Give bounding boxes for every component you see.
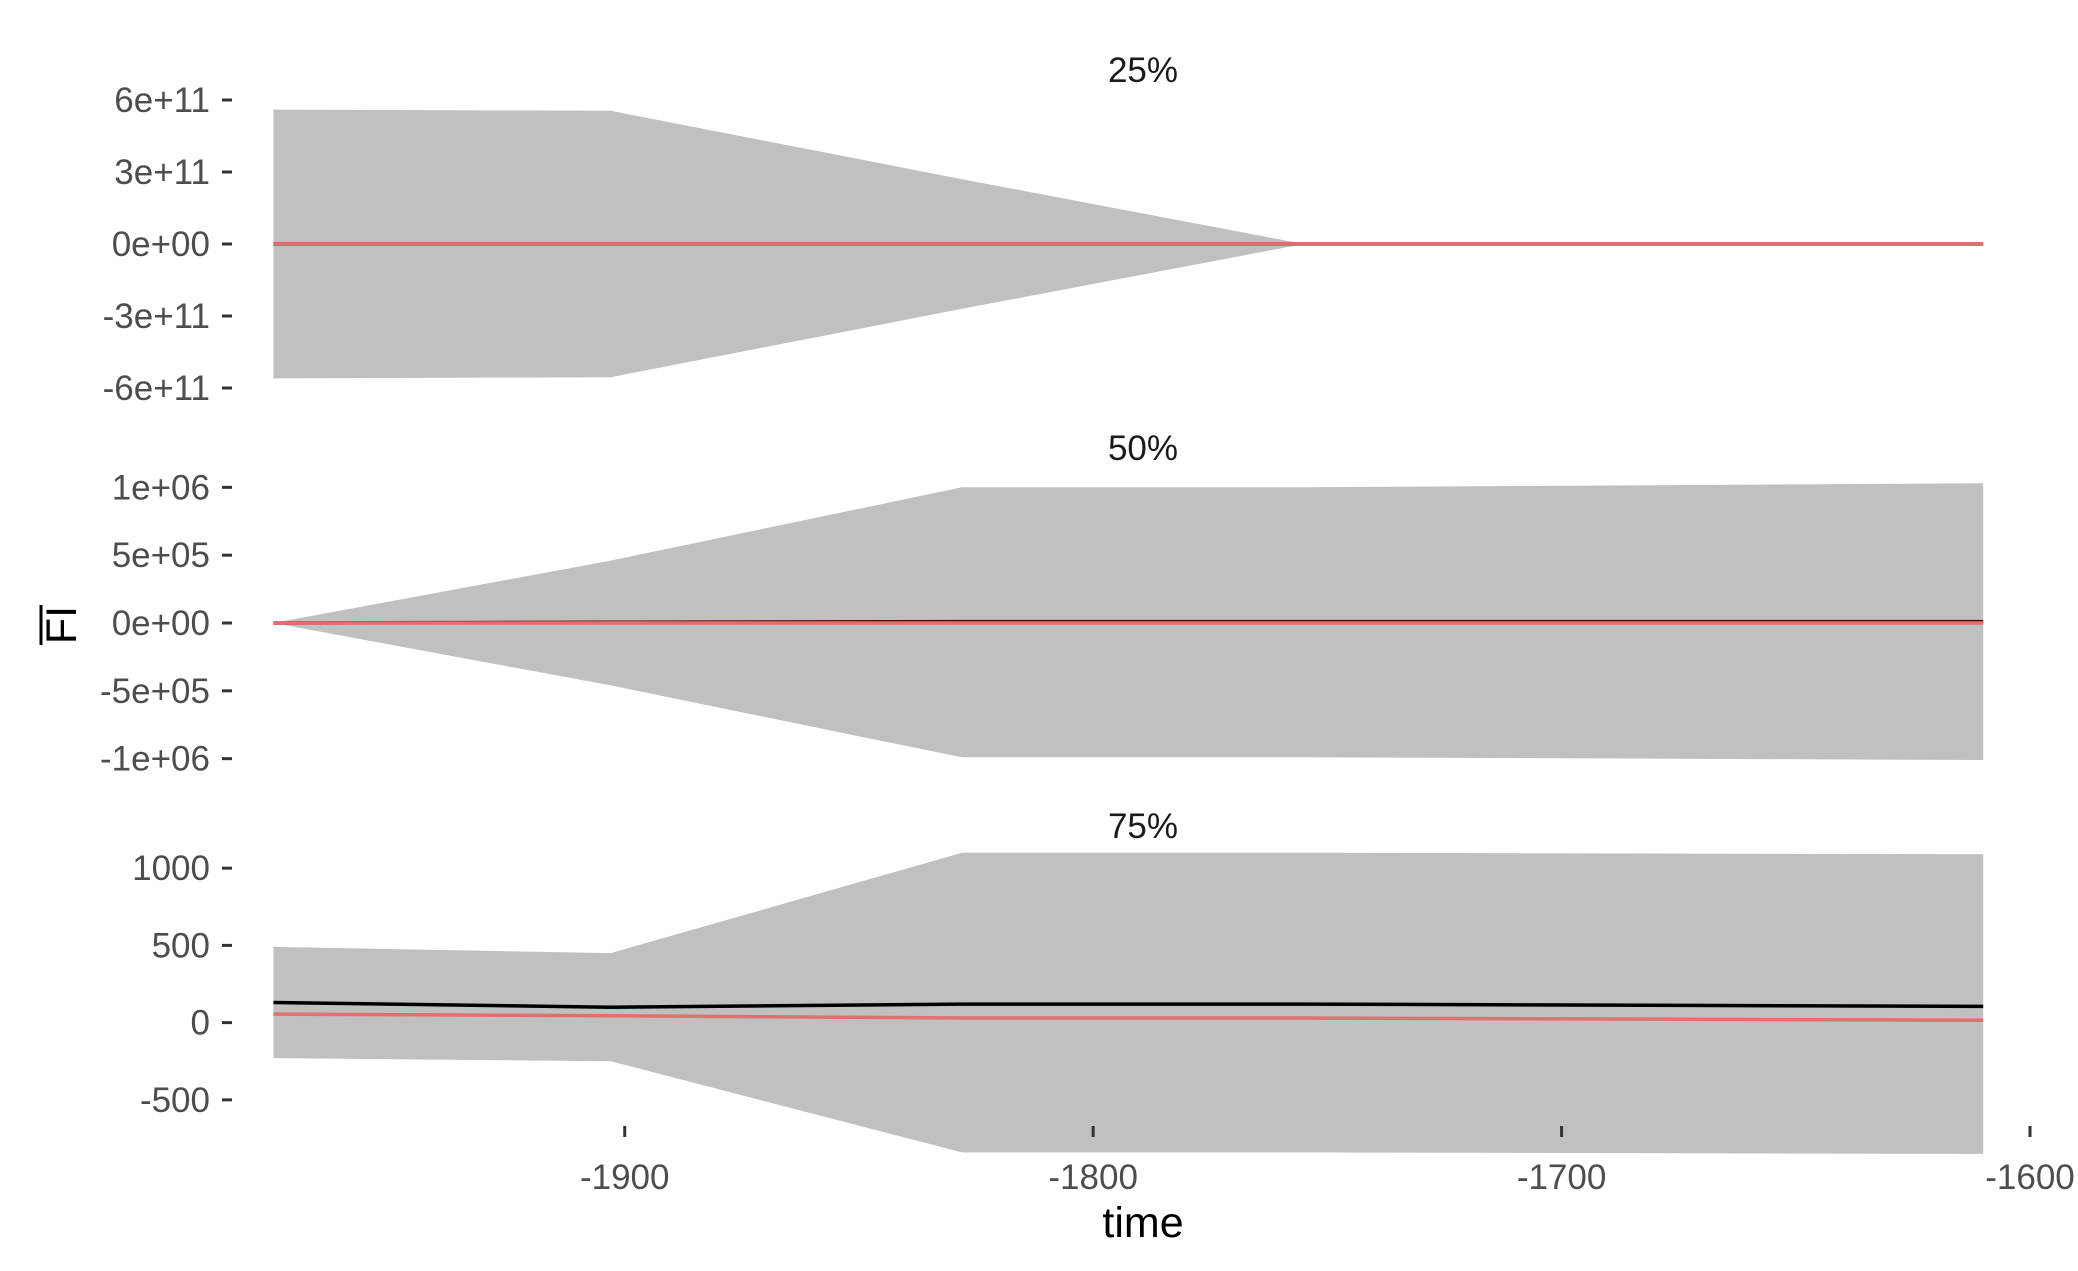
y-tick-label: 6e+11 [114,81,210,120]
y-tick-label: 1e+06 [112,468,210,507]
x-axis-title: time [1102,1199,1183,1247]
panel-1: 25% 6e+11 3e+11 0e+00 -3e+11 -6e+11 [103,51,1984,408]
y-tick-label: -3e+11 [103,297,210,336]
x-tick-label: -1700 [1517,1158,1607,1197]
panel-title: 50% [1108,429,1178,468]
y-tick-label: 0e+00 [112,225,210,264]
x-tick-label: -1800 [1048,1158,1138,1197]
panel-title: 75% [1108,807,1178,846]
y-tick-label: -1e+06 [100,740,210,779]
y-axis-title-group: FI [38,605,86,645]
series-line-primary [273,1000,1984,1009]
x-axis: -1900 -1800 -1700 -1600 [580,1126,2075,1197]
x-tick-label: -1900 [580,1158,670,1197]
y-tick-label: 5e+05 [112,536,210,575]
y-tick-label: -6e+11 [103,369,210,408]
y-tick-label: -500 [140,1081,210,1120]
y-tick-label: 0 [191,1004,210,1043]
panel-title: 25% [1108,51,1178,90]
y-tick-label: 500 [152,926,210,965]
y-tick-label: 1000 [132,849,210,888]
y-tick-label: 3e+11 [114,153,210,192]
x-tick-label: -1600 [1985,1158,2075,1197]
series-line-secondary [273,1012,1984,1023]
y-tick-label: -5e+05 [100,672,210,711]
panel-3: 75% 1000 500 0 -500 [132,807,1984,1154]
panel-2: 50% 1e+06 5e+05 0e+00 -5e+05 -1e+06 [100,429,1984,779]
panels: 25% 6e+11 3e+11 0e+00 -3e+11 -6e+11 50% 1e+06 5e… [100,51,1984,1154]
y-axis-title: FI [38,606,86,644]
y-tick-label: 0e+00 [112,604,210,643]
